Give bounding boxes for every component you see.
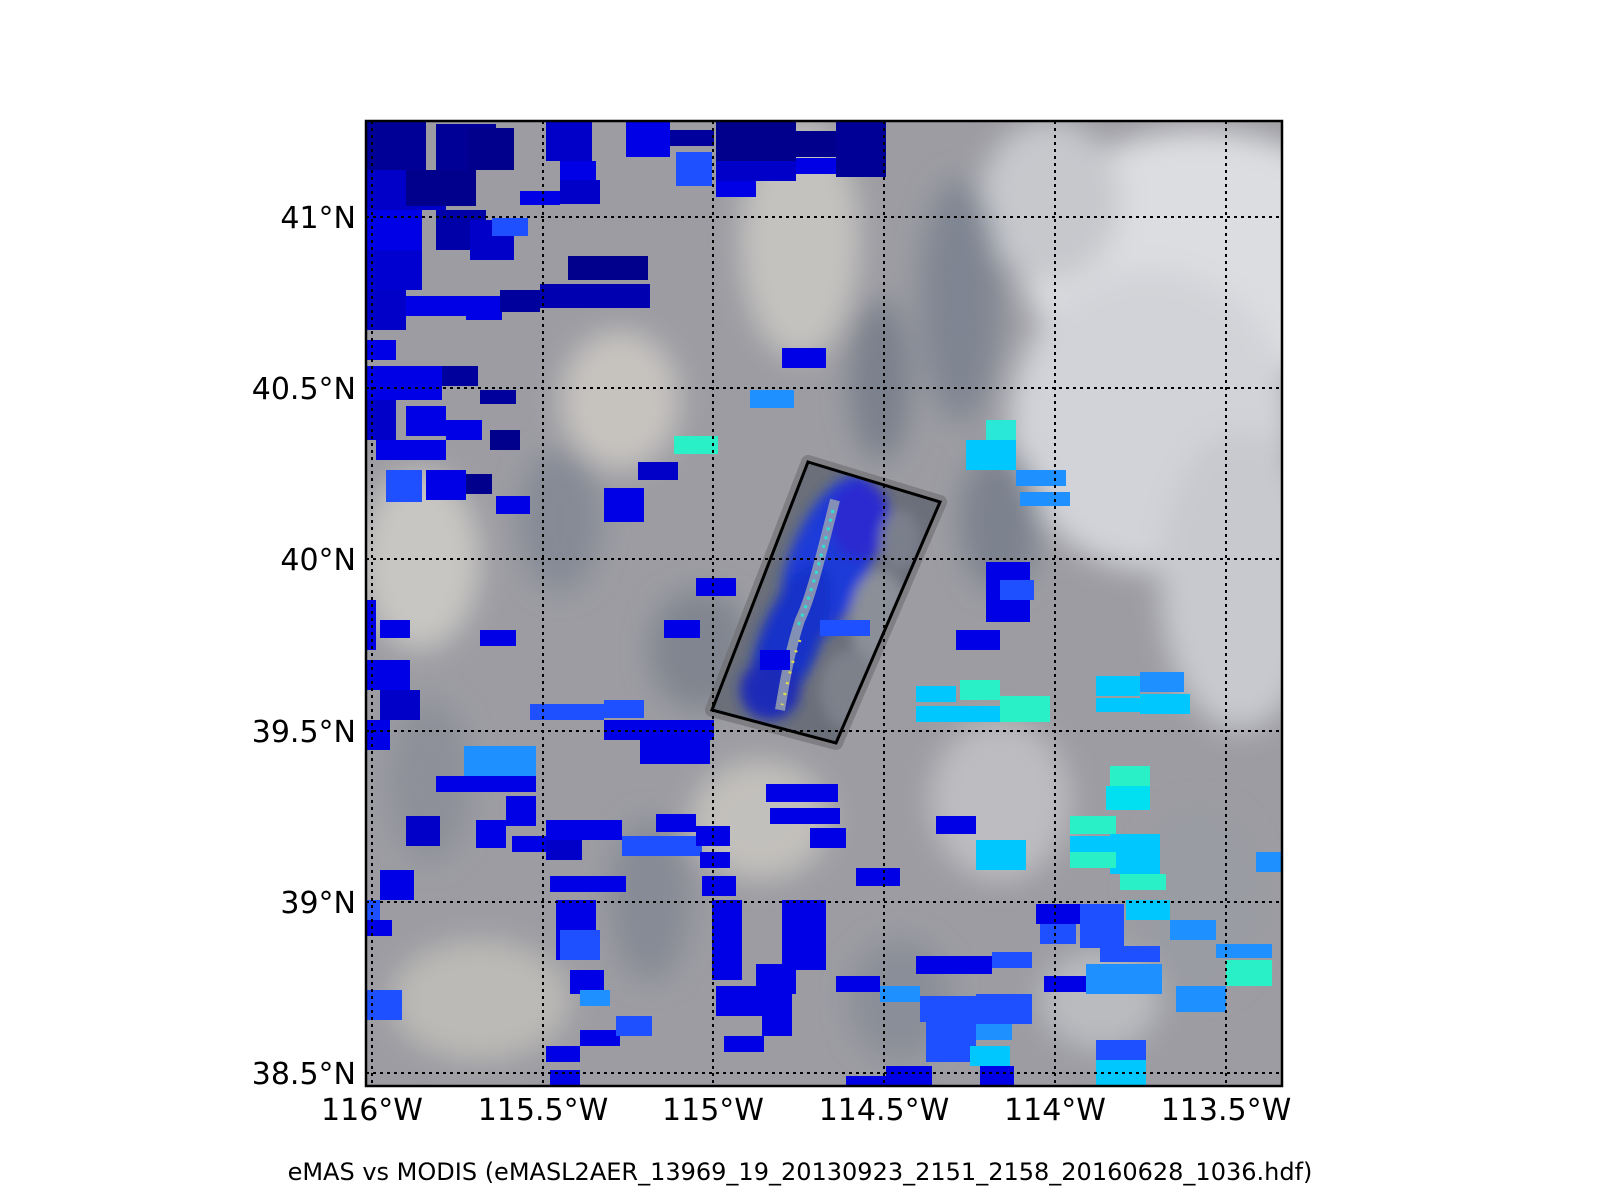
lon-tick-label: 115.5°W: [478, 1093, 609, 1128]
lat-tick-label: 41°N: [280, 201, 356, 236]
lon-tick-label: 114.5°W: [819, 1093, 950, 1128]
lat-tick-label: 38.5°N: [252, 1057, 356, 1092]
lat-tick-label: 39°N: [280, 886, 356, 921]
lat-tick-label: 39.5°N: [252, 715, 356, 750]
map-frame: [364, 119, 1284, 1088]
lon-axis-labels: 116°W 115.5°W 115°W 114.5°W 114°W 113.5°…: [321, 1093, 1291, 1128]
lon-tick-label: 115°W: [662, 1093, 764, 1128]
lat-axis-labels: 41°N 40.5°N 40°N 39.5°N 39°N 38.5°N: [252, 201, 356, 1092]
lat-tick-label: 40°N: [280, 543, 356, 578]
lon-tick-label: 116°W: [321, 1093, 423, 1128]
modis-aerosol-tiles: [366, 121, 1282, 1086]
figure-caption: eMAS vs MODIS (eMASL2AER_13969_19_201309…: [287, 1158, 1313, 1186]
lon-tick-label: 113.5°W: [1161, 1093, 1292, 1128]
satellite-background: [366, 121, 1282, 1086]
lat-tick-label: 40.5°N: [252, 372, 356, 407]
graticule: [366, 121, 1282, 1086]
lon-tick-label: 114°W: [1004, 1093, 1106, 1128]
plot-area: [366, 121, 1282, 1086]
